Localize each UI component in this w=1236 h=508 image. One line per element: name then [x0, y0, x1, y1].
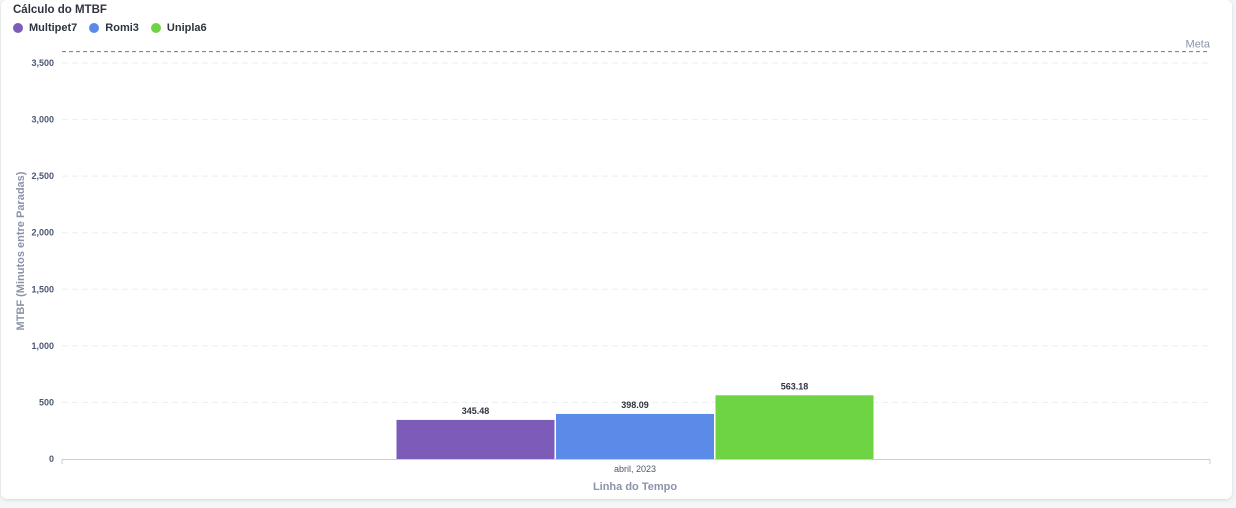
legend-item-unipla6[interactable]: Unipla6: [150, 22, 207, 34]
y-tick-label: 2,000: [31, 228, 54, 238]
legend-swatch-multipet7: [13, 23, 23, 33]
x-axis-ticks: abril, 2023: [614, 464, 656, 474]
bars: 345.48 398.09 563.18: [396, 381, 874, 459]
chart-title: Cálculo do MTBF: [13, 4, 107, 16]
data-label-unipla6: 563.18: [781, 381, 809, 391]
y-tick-label: 3,500: [31, 58, 54, 68]
data-label-multipet7: 345.48: [462, 406, 490, 416]
legend-label-romi3: Romi3: [105, 22, 139, 34]
y-tick-label: 0: [49, 454, 54, 464]
chart-legend: Multipet7 Romi3 Unipla6: [13, 22, 207, 34]
legend-item-romi3[interactable]: Romi3: [89, 22, 139, 34]
legend-swatch-unipla6: [150, 23, 161, 33]
y-tick-label: 500: [39, 397, 54, 407]
y-axis-title: MTBF (Minutos entre Paradas): [15, 171, 27, 330]
bar-multipet7[interactable]: [396, 419, 555, 459]
y-axis-ticks: 0 500 1,000 1,500 2,000 2,500 3,000 3,500: [31, 58, 54, 464]
y-tick-label: 2,500: [31, 171, 54, 181]
legend-label-unipla6: Unipla6: [166, 22, 207, 34]
bar-romi3[interactable]: [556, 413, 714, 459]
x-axis-title: Linha do Tempo: [593, 481, 677, 493]
gridlines: [62, 62, 1210, 403]
goal-line-label: Meta: [1186, 39, 1211, 51]
legend-item-multipet7[interactable]: Multipet7: [13, 22, 77, 34]
y-tick-label: 3,000: [31, 115, 54, 125]
x-tick-label: abril, 2023: [614, 464, 656, 474]
data-label-romi3: 398.09: [621, 400, 649, 410]
legend-swatch-romi3: [89, 23, 100, 33]
legend-label-multipet7: Multipet7: [29, 22, 78, 34]
y-tick-label: 1,500: [31, 284, 54, 294]
y-tick-label: 1,000: [31, 341, 54, 351]
bar-unipla6[interactable]: [715, 395, 874, 459]
